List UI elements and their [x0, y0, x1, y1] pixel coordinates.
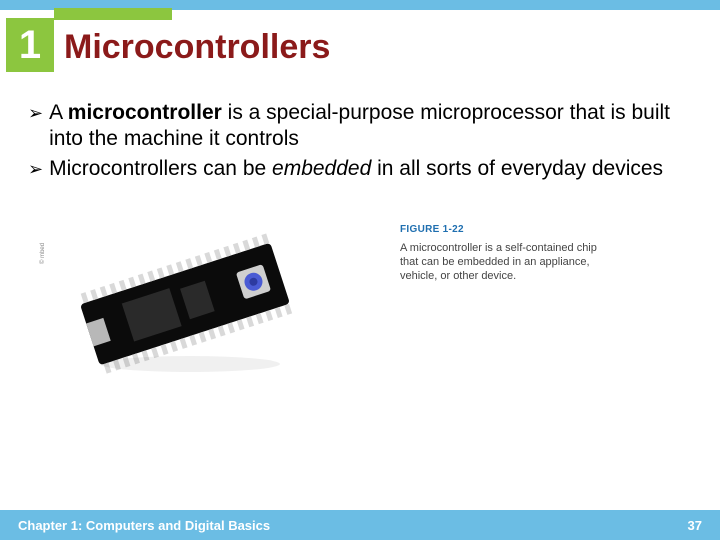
text-bold: microcontroller — [68, 101, 222, 124]
page-title: Microcontrollers — [64, 28, 330, 67]
bullet-text: A microcontroller is a special-purpose m… — [49, 100, 698, 152]
text-run: Microcontrollers can be — [49, 157, 272, 180]
figure-label: FIGURE 1-22 — [400, 224, 600, 235]
microcontroller-svg — [60, 224, 310, 384]
footer-chapter-title: Chapter 1: Computers and Digital Basics — [18, 518, 270, 533]
accent-bar — [54, 8, 172, 20]
bullet-text: Microcontrollers can be embedded in all … — [49, 156, 663, 182]
list-item: ➢ A microcontroller is a special-purpose… — [28, 100, 698, 152]
figure-caption-column: FIGURE 1-22 A microcontroller is a self-… — [400, 224, 600, 283]
bullet-list: ➢ A microcontroller is a special-purpose… — [28, 100, 698, 186]
figure-row: © mbed — [60, 224, 680, 384]
bullet-marker-icon: ➢ — [28, 156, 43, 182]
text-italic: embedded — [272, 157, 371, 180]
microcontroller-image: © mbed — [60, 224, 310, 384]
figure-caption: A microcontroller is a self-contained ch… — [400, 241, 600, 283]
text-run: in all sorts of everyday devices — [371, 157, 663, 180]
image-credit: © mbed — [40, 243, 46, 264]
footer-bar: Chapter 1: Computers and Digital Basics … — [0, 510, 720, 540]
bullet-marker-icon: ➢ — [28, 100, 43, 126]
text-run: A — [49, 101, 68, 124]
page-number: 37 — [688, 518, 702, 533]
list-item: ➢ Microcontrollers can be embedded in al… — [28, 156, 698, 182]
slide: 1 Microcontrollers ➢ A microcontroller i… — [0, 0, 720, 540]
chapter-number-badge: 1 — [6, 18, 54, 72]
